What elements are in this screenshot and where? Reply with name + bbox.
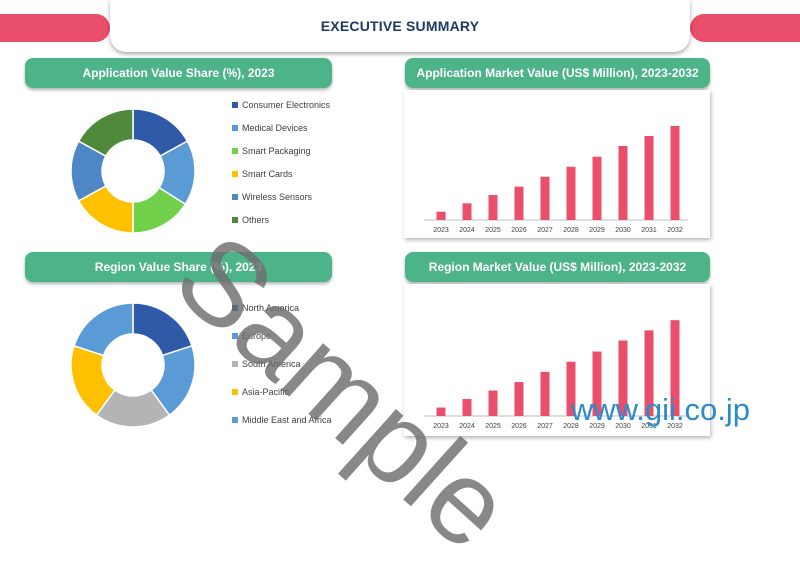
legend-item-north-america: North America [232, 301, 299, 315]
application-donut-chart [70, 108, 196, 234]
tick-label-2028: 2028 [563, 423, 579, 430]
tick-label-2031: 2031 [641, 227, 657, 234]
bar-2027 [540, 176, 550, 220]
bar-2031 [644, 330, 654, 416]
legend-swatch [232, 361, 238, 367]
legend-swatch [232, 194, 238, 200]
tick-label-2024: 2024 [459, 423, 475, 430]
bar-2029 [592, 156, 602, 220]
application-value-title: Application Market Value (US$ Million), … [405, 58, 710, 88]
slice-middle-east-and-africa [73, 302, 134, 357]
bar-2026 [514, 382, 524, 416]
tick-label-2026: 2026 [511, 227, 527, 234]
legend-label: Asia-Pacific [242, 387, 290, 397]
bar-2032 [670, 320, 680, 416]
legend-swatch [232, 148, 238, 154]
header-accent-left [0, 14, 110, 42]
bar-2028 [566, 166, 576, 220]
tick-label-2030: 2030 [615, 423, 631, 430]
legend-item-wireless-sensors: Wireless Sensors [232, 190, 312, 204]
legend-swatch [232, 102, 238, 108]
bar-2028 [566, 361, 576, 416]
application-share-title: Application Value Share (%), 2023 [25, 58, 332, 88]
region-share-title: Region Value Share (%), 2023 [25, 252, 332, 282]
legend-swatch [232, 217, 238, 223]
legend-label: Wireless Sensors [242, 192, 313, 202]
bar-2026 [514, 186, 524, 220]
legend-label: Middle East and Africa [242, 415, 332, 425]
tick-label-2031: 2031 [641, 423, 657, 430]
slice-others [77, 108, 134, 158]
bar-2030 [618, 145, 628, 220]
application-bar-panel [404, 90, 710, 238]
legend-swatch [232, 417, 238, 423]
legend-swatch [232, 389, 238, 395]
region-bar-panel [404, 284, 710, 436]
bar-2030 [618, 340, 628, 416]
bar-2024 [462, 203, 472, 220]
tick-label-2028: 2028 [563, 227, 579, 234]
header-accent-right [690, 14, 800, 42]
tick-label-2027: 2027 [537, 423, 553, 430]
legend-label: Medical Devices [242, 123, 308, 133]
tick-label-2030: 2030 [615, 227, 631, 234]
legend-label: North America [242, 303, 300, 313]
legend-item-others: Others [232, 213, 269, 227]
tick-label-2032: 2032 [667, 423, 683, 430]
tick-label-2023: 2023 [433, 227, 449, 234]
tick-label-2025: 2025 [485, 227, 501, 234]
bar-2031 [644, 135, 654, 220]
legend-label: Others [242, 215, 270, 225]
legend-item-south-america: South America [232, 357, 301, 371]
legend-item-smart-cards: Smart Cards [232, 167, 293, 181]
tick-label-2026: 2026 [511, 423, 527, 430]
region-value-title: Region Market Value (US$ Million), 2023-… [405, 252, 710, 282]
tick-label-2023: 2023 [433, 423, 449, 430]
tick-label-2024: 2024 [459, 227, 475, 234]
bar-2025 [488, 390, 498, 416]
legend-label: South America [242, 359, 301, 369]
legend-item-asia-pacific: Asia-Pacific [232, 385, 289, 399]
bar-2023 [436, 407, 446, 416]
tick-label-2029: 2029 [589, 423, 605, 430]
legend-label: Consumer Electronics [242, 100, 331, 110]
legend-item-medical-devices: Medical Devices [232, 121, 308, 135]
region-bar-chart: 2023 2024 2025 2026 2027 2028 2029 2030 2031 2032 [424, 320, 688, 430]
bar-2024 [462, 399, 472, 416]
legend-swatch [232, 305, 238, 311]
tick-label-2029: 2029 [589, 227, 605, 234]
legend-label: Smart Cards [242, 169, 293, 179]
page-title: EXECUTIVE SUMMARY [320, 18, 480, 34]
tick-label-2025: 2025 [485, 423, 501, 430]
tick-label-2032: 2032 [667, 227, 683, 234]
legend-item-consumer-electronics: Consumer Electronics [232, 98, 330, 112]
legend-item-middle-east-and-africa: Middle East and Africa [232, 413, 332, 427]
header-banner: EXECUTIVE SUMMARY [110, 0, 690, 52]
legend-label: Smart Packaging [242, 146, 311, 156]
legend-swatch [232, 125, 238, 131]
bar-2023 [436, 211, 446, 220]
tick-label-2027: 2027 [537, 227, 553, 234]
website-url: www.gii.co.jp [570, 392, 750, 427]
legend-item-smart-packaging: Smart Packaging [232, 144, 311, 158]
bar-2025 [488, 195, 498, 220]
legend-swatch [232, 171, 238, 177]
application-bar-chart: 2023 2024 2025 2026 2027 2028 2029 2030 2031 2032 [424, 125, 688, 234]
bar-2032 [670, 125, 680, 220]
bar-2029 [592, 351, 602, 416]
legend-item-europe: Europe [232, 329, 271, 343]
legend-label: Europe [242, 331, 272, 341]
region-donut-chart [70, 302, 196, 428]
bar-2027 [540, 371, 550, 416]
legend-swatch [232, 333, 238, 339]
